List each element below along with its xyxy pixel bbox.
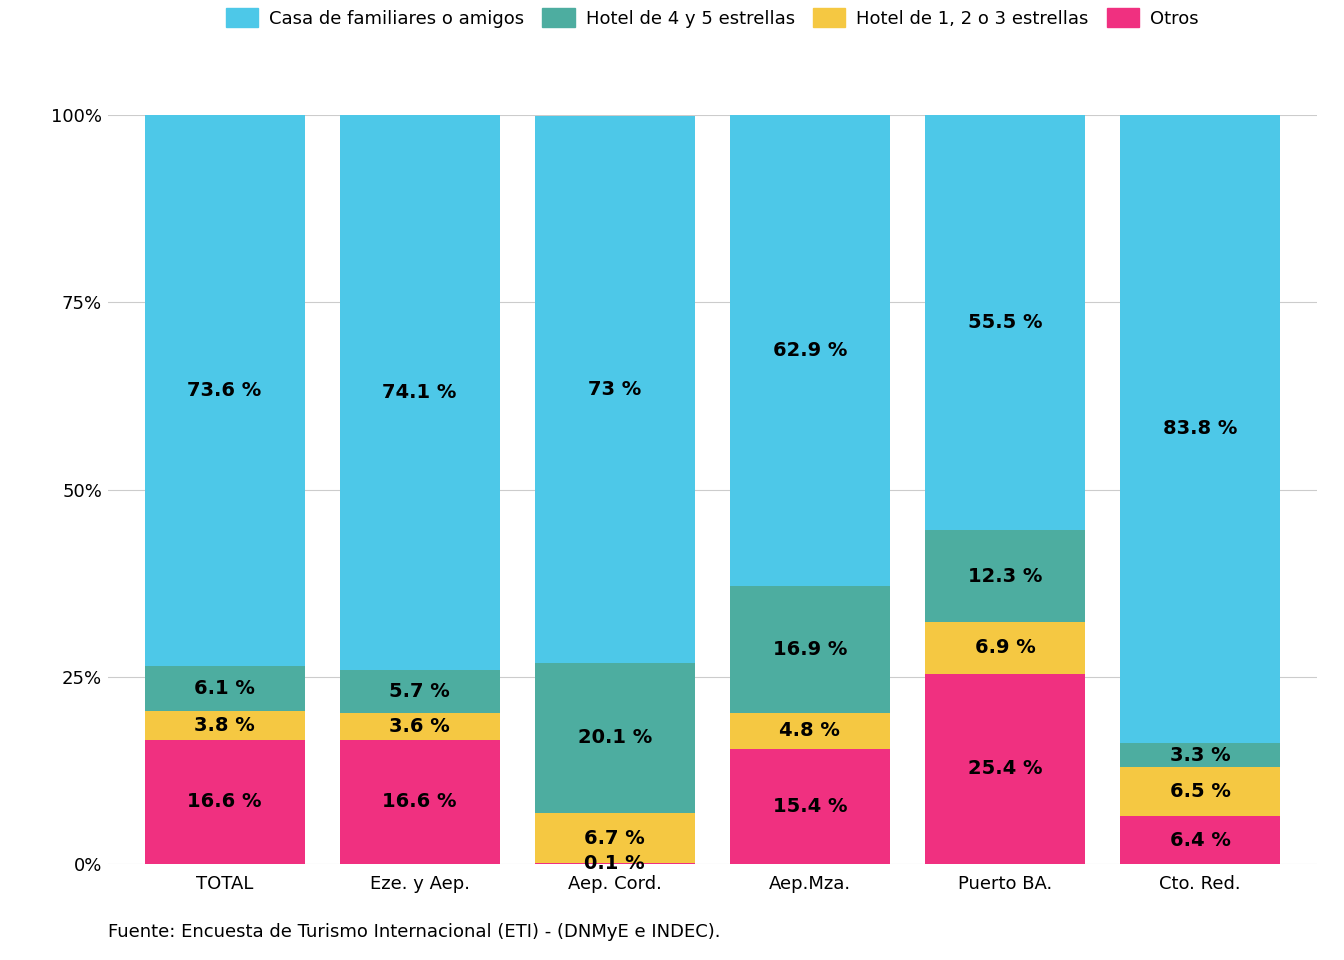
Bar bbox=[730, 749, 890, 864]
Bar bbox=[145, 740, 305, 864]
Bar bbox=[730, 115, 890, 587]
Text: 6.7 %: 6.7 % bbox=[585, 828, 645, 848]
Text: 3.6 %: 3.6 % bbox=[390, 717, 450, 735]
Legend: Casa de familiares o amigos, Hotel de 4 y 5 estrellas, Hotel de 1, 2 o 3 estrell: Casa de familiares o amigos, Hotel de 4 … bbox=[226, 9, 1199, 28]
Bar bbox=[730, 587, 890, 712]
Bar bbox=[1120, 816, 1279, 864]
Bar bbox=[925, 114, 1085, 530]
Text: 62.9 %: 62.9 % bbox=[773, 341, 847, 360]
Text: 15.4 %: 15.4 % bbox=[773, 797, 847, 816]
Bar bbox=[340, 740, 500, 864]
Text: 0.1 %: 0.1 % bbox=[585, 854, 645, 874]
Text: 3.3 %: 3.3 % bbox=[1169, 746, 1230, 764]
Bar bbox=[925, 530, 1085, 622]
Text: 16.6 %: 16.6 % bbox=[187, 792, 262, 811]
Text: 6.4 %: 6.4 % bbox=[1169, 830, 1231, 850]
Text: 16.6 %: 16.6 % bbox=[383, 792, 457, 811]
Text: 6.1 %: 6.1 % bbox=[194, 679, 255, 698]
Text: 83.8 %: 83.8 % bbox=[1163, 420, 1238, 439]
Text: 16.9 %: 16.9 % bbox=[773, 640, 847, 659]
Bar bbox=[535, 116, 695, 662]
Text: 73.6 %: 73.6 % bbox=[187, 380, 262, 399]
Bar bbox=[340, 115, 500, 670]
Bar bbox=[535, 662, 695, 813]
Bar bbox=[145, 114, 305, 665]
Text: 12.3 %: 12.3 % bbox=[968, 566, 1042, 586]
Text: 3.8 %: 3.8 % bbox=[194, 716, 255, 735]
Text: 25.4 %: 25.4 % bbox=[968, 759, 1042, 779]
Text: 20.1 %: 20.1 % bbox=[578, 729, 652, 747]
Text: 74.1 %: 74.1 % bbox=[383, 383, 457, 402]
Text: Fuente: Encuesta de Turismo Internacional (ETI) - (DNMyE e INDEC).: Fuente: Encuesta de Turismo Internaciona… bbox=[108, 923, 720, 941]
Bar bbox=[925, 674, 1085, 864]
Text: 55.5 %: 55.5 % bbox=[968, 313, 1042, 332]
Bar bbox=[340, 670, 500, 712]
Text: 73 %: 73 % bbox=[589, 380, 641, 398]
Bar bbox=[340, 712, 500, 740]
Bar bbox=[1120, 115, 1279, 743]
Bar bbox=[1120, 767, 1279, 816]
Text: 6.5 %: 6.5 % bbox=[1169, 782, 1231, 802]
Bar bbox=[145, 665, 305, 711]
Text: 6.9 %: 6.9 % bbox=[974, 638, 1035, 658]
Bar bbox=[145, 711, 305, 740]
Text: 5.7 %: 5.7 % bbox=[390, 682, 450, 701]
Text: 4.8 %: 4.8 % bbox=[780, 721, 840, 740]
Bar bbox=[925, 622, 1085, 674]
Bar bbox=[730, 712, 890, 749]
Bar bbox=[1120, 743, 1279, 767]
Bar bbox=[535, 813, 695, 863]
